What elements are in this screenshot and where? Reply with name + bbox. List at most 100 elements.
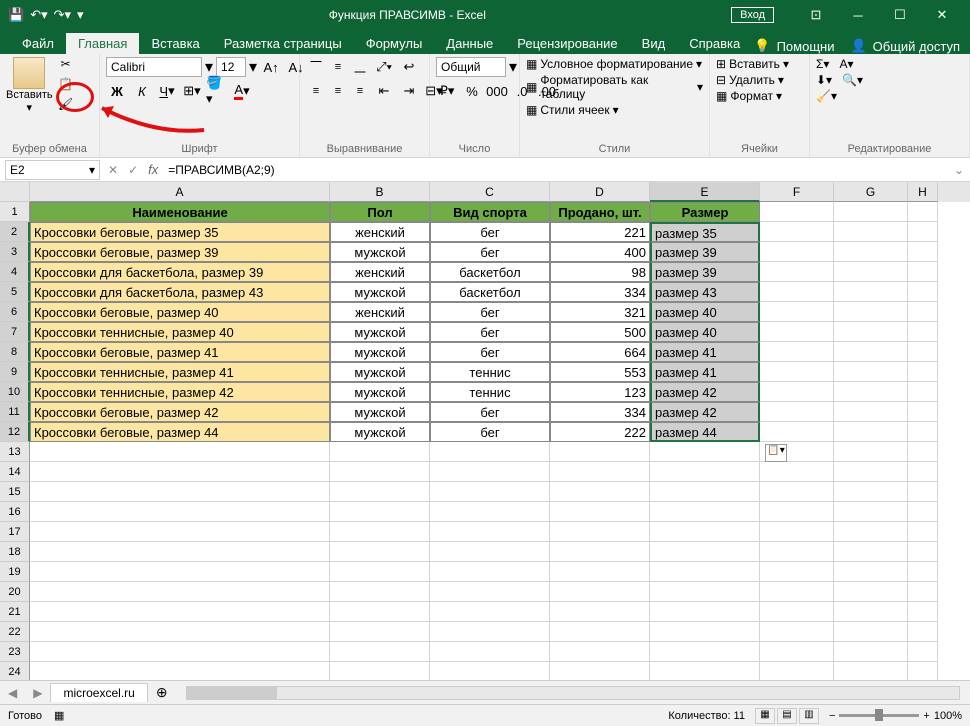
cell[interactable] [760, 642, 834, 662]
redo-icon[interactable]: ↷▾ [54, 7, 71, 23]
cell[interactable] [550, 502, 650, 522]
cell[interactable]: Кроссовки для баскетбола, размер 43 [30, 282, 330, 302]
sheet-nav-next-icon[interactable]: ▶ [25, 686, 50, 700]
row-header[interactable]: 9 [0, 362, 30, 382]
cell[interactable]: размер 44 [650, 422, 760, 442]
cell[interactable] [908, 622, 938, 642]
cell[interactable] [908, 282, 938, 302]
italic-button[interactable]: К [131, 81, 153, 101]
cell[interactable] [908, 582, 938, 602]
add-sheet-icon[interactable]: ⊕ [148, 684, 176, 701]
cell[interactable] [760, 302, 834, 322]
cell[interactable] [30, 442, 330, 462]
cell[interactable] [834, 262, 908, 282]
cell[interactable] [760, 502, 834, 522]
name-box[interactable]: E2▾ [5, 160, 100, 180]
autosum-icon[interactable]: Σ▾ A▾ [816, 57, 863, 71]
paste-options-icon[interactable]: 📋▾ [765, 444, 787, 462]
zoom-out-icon[interactable]: − [829, 710, 835, 722]
cell[interactable] [330, 642, 430, 662]
cell[interactable] [30, 482, 330, 502]
cut-icon[interactable]: ✂ [57, 57, 75, 75]
cell[interactable]: Кроссовки теннисные, размер 42 [30, 382, 330, 402]
cell[interactable] [760, 402, 834, 422]
ribbon-options-icon[interactable]: ⊡ [796, 7, 836, 23]
cell[interactable]: Кроссовки беговые, размер 41 [30, 342, 330, 362]
cell[interactable]: 664 [550, 342, 650, 362]
cell[interactable] [908, 362, 938, 382]
cell[interactable] [834, 422, 908, 442]
cell[interactable] [834, 642, 908, 662]
cell[interactable] [550, 582, 650, 602]
cell[interactable] [430, 662, 550, 680]
row-header[interactable]: 4 [0, 262, 30, 282]
cell[interactable] [30, 462, 330, 482]
row-header[interactable]: 19 [0, 562, 30, 582]
clear-icon[interactable]: 🧹▾ [816, 89, 863, 103]
row-header[interactable]: 21 [0, 602, 30, 622]
tell-me-label[interactable]: Помощни [777, 39, 835, 54]
cell[interactable] [550, 522, 650, 542]
cell[interactable] [650, 642, 760, 662]
column-header[interactable]: F [760, 182, 834, 202]
cell[interactable] [760, 562, 834, 582]
cell[interactable]: размер 35 [650, 222, 760, 242]
page-layout-view-icon[interactable]: ▤ [777, 708, 797, 724]
cell[interactable]: Кроссовки беговые, размер 44 [30, 422, 330, 442]
cell[interactable]: Кроссовки беговые, размер 35 [30, 222, 330, 242]
delete-cells-button[interactable]: ⊟ Удалить▾ [716, 73, 789, 87]
tab-insert[interactable]: Вставка [139, 33, 211, 54]
cell[interactable]: размер 41 [650, 342, 760, 362]
cell[interactable] [834, 322, 908, 342]
row-header[interactable]: 8 [0, 342, 30, 362]
cell[interactable] [908, 322, 938, 342]
cell[interactable]: мужской [330, 382, 430, 402]
cell[interactable] [834, 482, 908, 502]
cell[interactable] [834, 382, 908, 402]
cell[interactable]: бег [430, 402, 550, 422]
cell[interactable]: Кроссовки теннисные, размер 40 [30, 322, 330, 342]
cell[interactable] [760, 262, 834, 282]
cell[interactable] [908, 342, 938, 362]
row-header[interactable]: 22 [0, 622, 30, 642]
indent-increase-icon[interactable]: ⇥ [398, 81, 420, 101]
cell[interactable]: Вид спорта [430, 202, 550, 222]
cell[interactable]: 400 [550, 242, 650, 262]
row-header[interactable]: 24 [0, 662, 30, 680]
cell[interactable] [650, 582, 760, 602]
cell[interactable] [760, 522, 834, 542]
maximize-icon[interactable]: ☐ [880, 7, 920, 23]
cell[interactable] [550, 462, 650, 482]
cell[interactable] [30, 642, 330, 662]
cell[interactable] [908, 382, 938, 402]
cell[interactable]: размер 43 [650, 282, 760, 302]
minimize-icon[interactable]: ─ [838, 8, 878, 23]
cell[interactable] [430, 562, 550, 582]
column-header[interactable]: C [430, 182, 550, 202]
login-button[interactable]: Вход [731, 7, 774, 23]
cell[interactable]: размер 42 [650, 402, 760, 422]
cell[interactable] [330, 542, 430, 562]
cell[interactable] [760, 202, 834, 222]
column-header[interactable]: G [834, 182, 908, 202]
cell[interactable]: размер 40 [650, 322, 760, 342]
cell[interactable]: женский [330, 302, 430, 322]
cell[interactable] [834, 302, 908, 322]
cell[interactable]: Пол [330, 202, 430, 222]
cell[interactable] [430, 622, 550, 642]
cell[interactable] [650, 542, 760, 562]
font-size-combo[interactable]: 12 [216, 57, 246, 77]
tab-formulas[interactable]: Формулы [354, 33, 435, 54]
cell[interactable] [550, 622, 650, 642]
cell[interactable] [834, 282, 908, 302]
tab-file[interactable]: Файл [10, 33, 66, 54]
row-header[interactable]: 14 [0, 462, 30, 482]
paste-button[interactable]: Вставить ▾ [6, 57, 53, 114]
cell[interactable] [430, 522, 550, 542]
enter-formula-icon[interactable]: ✓ [128, 163, 138, 177]
cell[interactable] [550, 442, 650, 462]
cell[interactable]: 553 [550, 362, 650, 382]
cell[interactable] [834, 662, 908, 680]
font-name-combo[interactable]: Calibri [106, 57, 202, 77]
cell[interactable] [330, 522, 430, 542]
